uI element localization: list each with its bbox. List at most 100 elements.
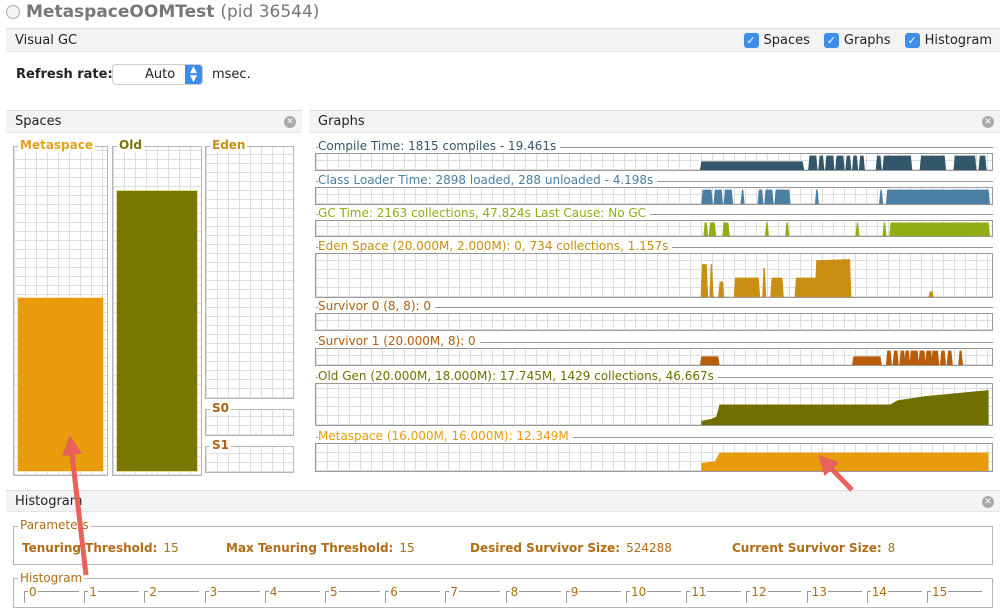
refresh-rate-label: Refresh rate:	[16, 67, 113, 82]
param-desired-survivor-size: Desired Survivor Size: 524288	[470, 541, 672, 555]
graph-area	[718, 281, 725, 297]
graph-area	[814, 189, 819, 204]
bucket-label: 2	[148, 585, 159, 599]
graph-title-eden: Eden Space (20.000M, 2.000M): 0, 734 col…	[318, 239, 673, 253]
graph-area	[703, 222, 709, 236]
s1-label: S1	[210, 438, 231, 452]
graph-old	[315, 383, 993, 426]
histogram-checkbox[interactable]: ✓ Histogram	[904, 32, 992, 48]
graph-frame-line	[316, 147, 993, 148]
checkmark-icon: ✓	[743, 32, 759, 48]
graph-area	[939, 350, 947, 365]
graph-area	[892, 350, 899, 365]
graph-area	[882, 155, 913, 170]
graph-eden	[315, 253, 993, 298]
graph-area	[700, 264, 709, 297]
graph-title-s0: Survivor 0 (8, 8): 0	[318, 299, 435, 313]
refresh-rate-select[interactable]: Auto ▲ ▼	[112, 64, 203, 85]
s1-space: S1	[205, 438, 294, 473]
histogram-bucket: 8	[505, 586, 561, 603]
graphs-checkbox[interactable]: ✓ Graphs	[823, 32, 891, 48]
refresh-rate-value: Auto	[145, 67, 176, 82]
checkmark-icon: ✓	[904, 32, 920, 48]
graph-meta	[315, 443, 993, 472]
graph-title-old: Old Gen (20.000M, 18.000M): 17.745M, 142…	[318, 369, 718, 383]
checkbox-label: Graphs	[843, 32, 891, 48]
graph-title-compile: Compile Time: 1815 compiles - 19.461s	[318, 139, 561, 153]
graph-area	[708, 222, 717, 236]
window-status-icon	[6, 5, 20, 19]
graph-area	[918, 350, 926, 365]
histogram-bucket: 6	[385, 586, 441, 603]
param-label: Tenuring Threshold:	[22, 541, 158, 555]
histogram-bucket: 11	[686, 586, 742, 603]
graph-area	[899, 350, 906, 365]
bucket-label: 13	[810, 585, 828, 599]
graph-title-classloader: Class Loader Time: 2898 loaded, 288 unlo…	[318, 173, 658, 187]
graph-area	[701, 390, 989, 425]
histogram-bucket: 9	[565, 586, 621, 603]
histogram-title: Histogram	[15, 493, 83, 509]
graph-area	[953, 155, 977, 170]
graph-area	[814, 259, 852, 297]
app-name: MetaspaceOOMTest	[26, 2, 215, 22]
histogram-bucket: 3	[204, 586, 260, 603]
graph-area	[701, 452, 989, 471]
bucket-label: 5	[329, 585, 339, 599]
bucket-label: 6	[389, 585, 399, 599]
bucket-label: 14	[870, 585, 889, 599]
graph-area	[762, 267, 767, 297]
old-space: Old	[112, 138, 202, 476]
toolbar-title: Visual GC	[15, 32, 78, 48]
graph-area	[770, 277, 784, 297]
graph-area	[740, 189, 745, 204]
graph-area	[764, 189, 774, 204]
graph-frame-line	[316, 437, 993, 438]
graph-area	[713, 189, 723, 204]
bucket-label: 9	[569, 585, 580, 599]
graph-area	[825, 155, 835, 170]
spaces-checkbox[interactable]: ✓ Spaces	[743, 32, 810, 48]
graph-area	[885, 350, 892, 365]
bucket-label: 7	[449, 585, 460, 599]
bucket-label: 8	[509, 585, 520, 599]
histogram-bucket: 14	[866, 586, 922, 603]
histogram-bucket: 4	[264, 586, 320, 603]
visual-gc-toolbar: Visual GC ✓ Spaces ✓ Graphs ✓ Histogram	[6, 28, 1000, 52]
close-circle-icon[interactable]: ✕	[284, 116, 296, 128]
spaces-title: Spaces	[15, 114, 62, 129]
graph-frame-line	[316, 214, 993, 215]
graph-area	[781, 189, 791, 204]
up-down-stepper-icon: ▲ ▼	[185, 65, 202, 84]
bucket-label: 1	[88, 585, 98, 599]
graph-title-s1: Survivor 1 (20.000M, 8): 0	[318, 334, 480, 348]
param-label: Desired Survivor Size:	[470, 541, 621, 555]
histogram-bucket: 13	[806, 586, 862, 603]
graphs-title: Graphs	[318, 114, 365, 129]
graph-area	[709, 264, 714, 297]
graph-frame-line	[316, 307, 993, 308]
param-label: Current Survivor Size:	[732, 541, 882, 555]
param-value: 15	[399, 541, 415, 555]
graph-area	[946, 350, 953, 365]
histogram-bucket: 0	[24, 586, 79, 603]
bucket-label: 0	[28, 585, 38, 599]
graph-area	[904, 350, 911, 365]
param-value: 15	[163, 541, 179, 555]
param-current-survivor-size: Current Survivor Size: 8	[732, 541, 895, 555]
graph-area	[855, 222, 860, 236]
graph-area	[882, 222, 887, 236]
bucket-label: 10	[630, 585, 648, 599]
close-circle-icon[interactable]: ✕	[982, 116, 994, 128]
graph-area	[764, 222, 769, 236]
histogram-bucket: 10	[626, 586, 681, 603]
eden-label: Eden	[210, 138, 248, 152]
eden-space: Eden	[205, 138, 294, 399]
process-id: (pid 36544)	[220, 2, 320, 22]
close-circle-icon[interactable]: ✕	[982, 496, 994, 508]
bucket-label: 3	[208, 585, 219, 599]
graph-title-gc: GC Time: 2163 collections, 47.824s Last …	[318, 206, 651, 220]
checkmark-icon: ✓	[823, 32, 839, 48]
histogram-bucket: 1	[84, 586, 140, 603]
parameters-group: Parameters Tenuring Threshold: 15 Max Ten…	[13, 518, 993, 565]
